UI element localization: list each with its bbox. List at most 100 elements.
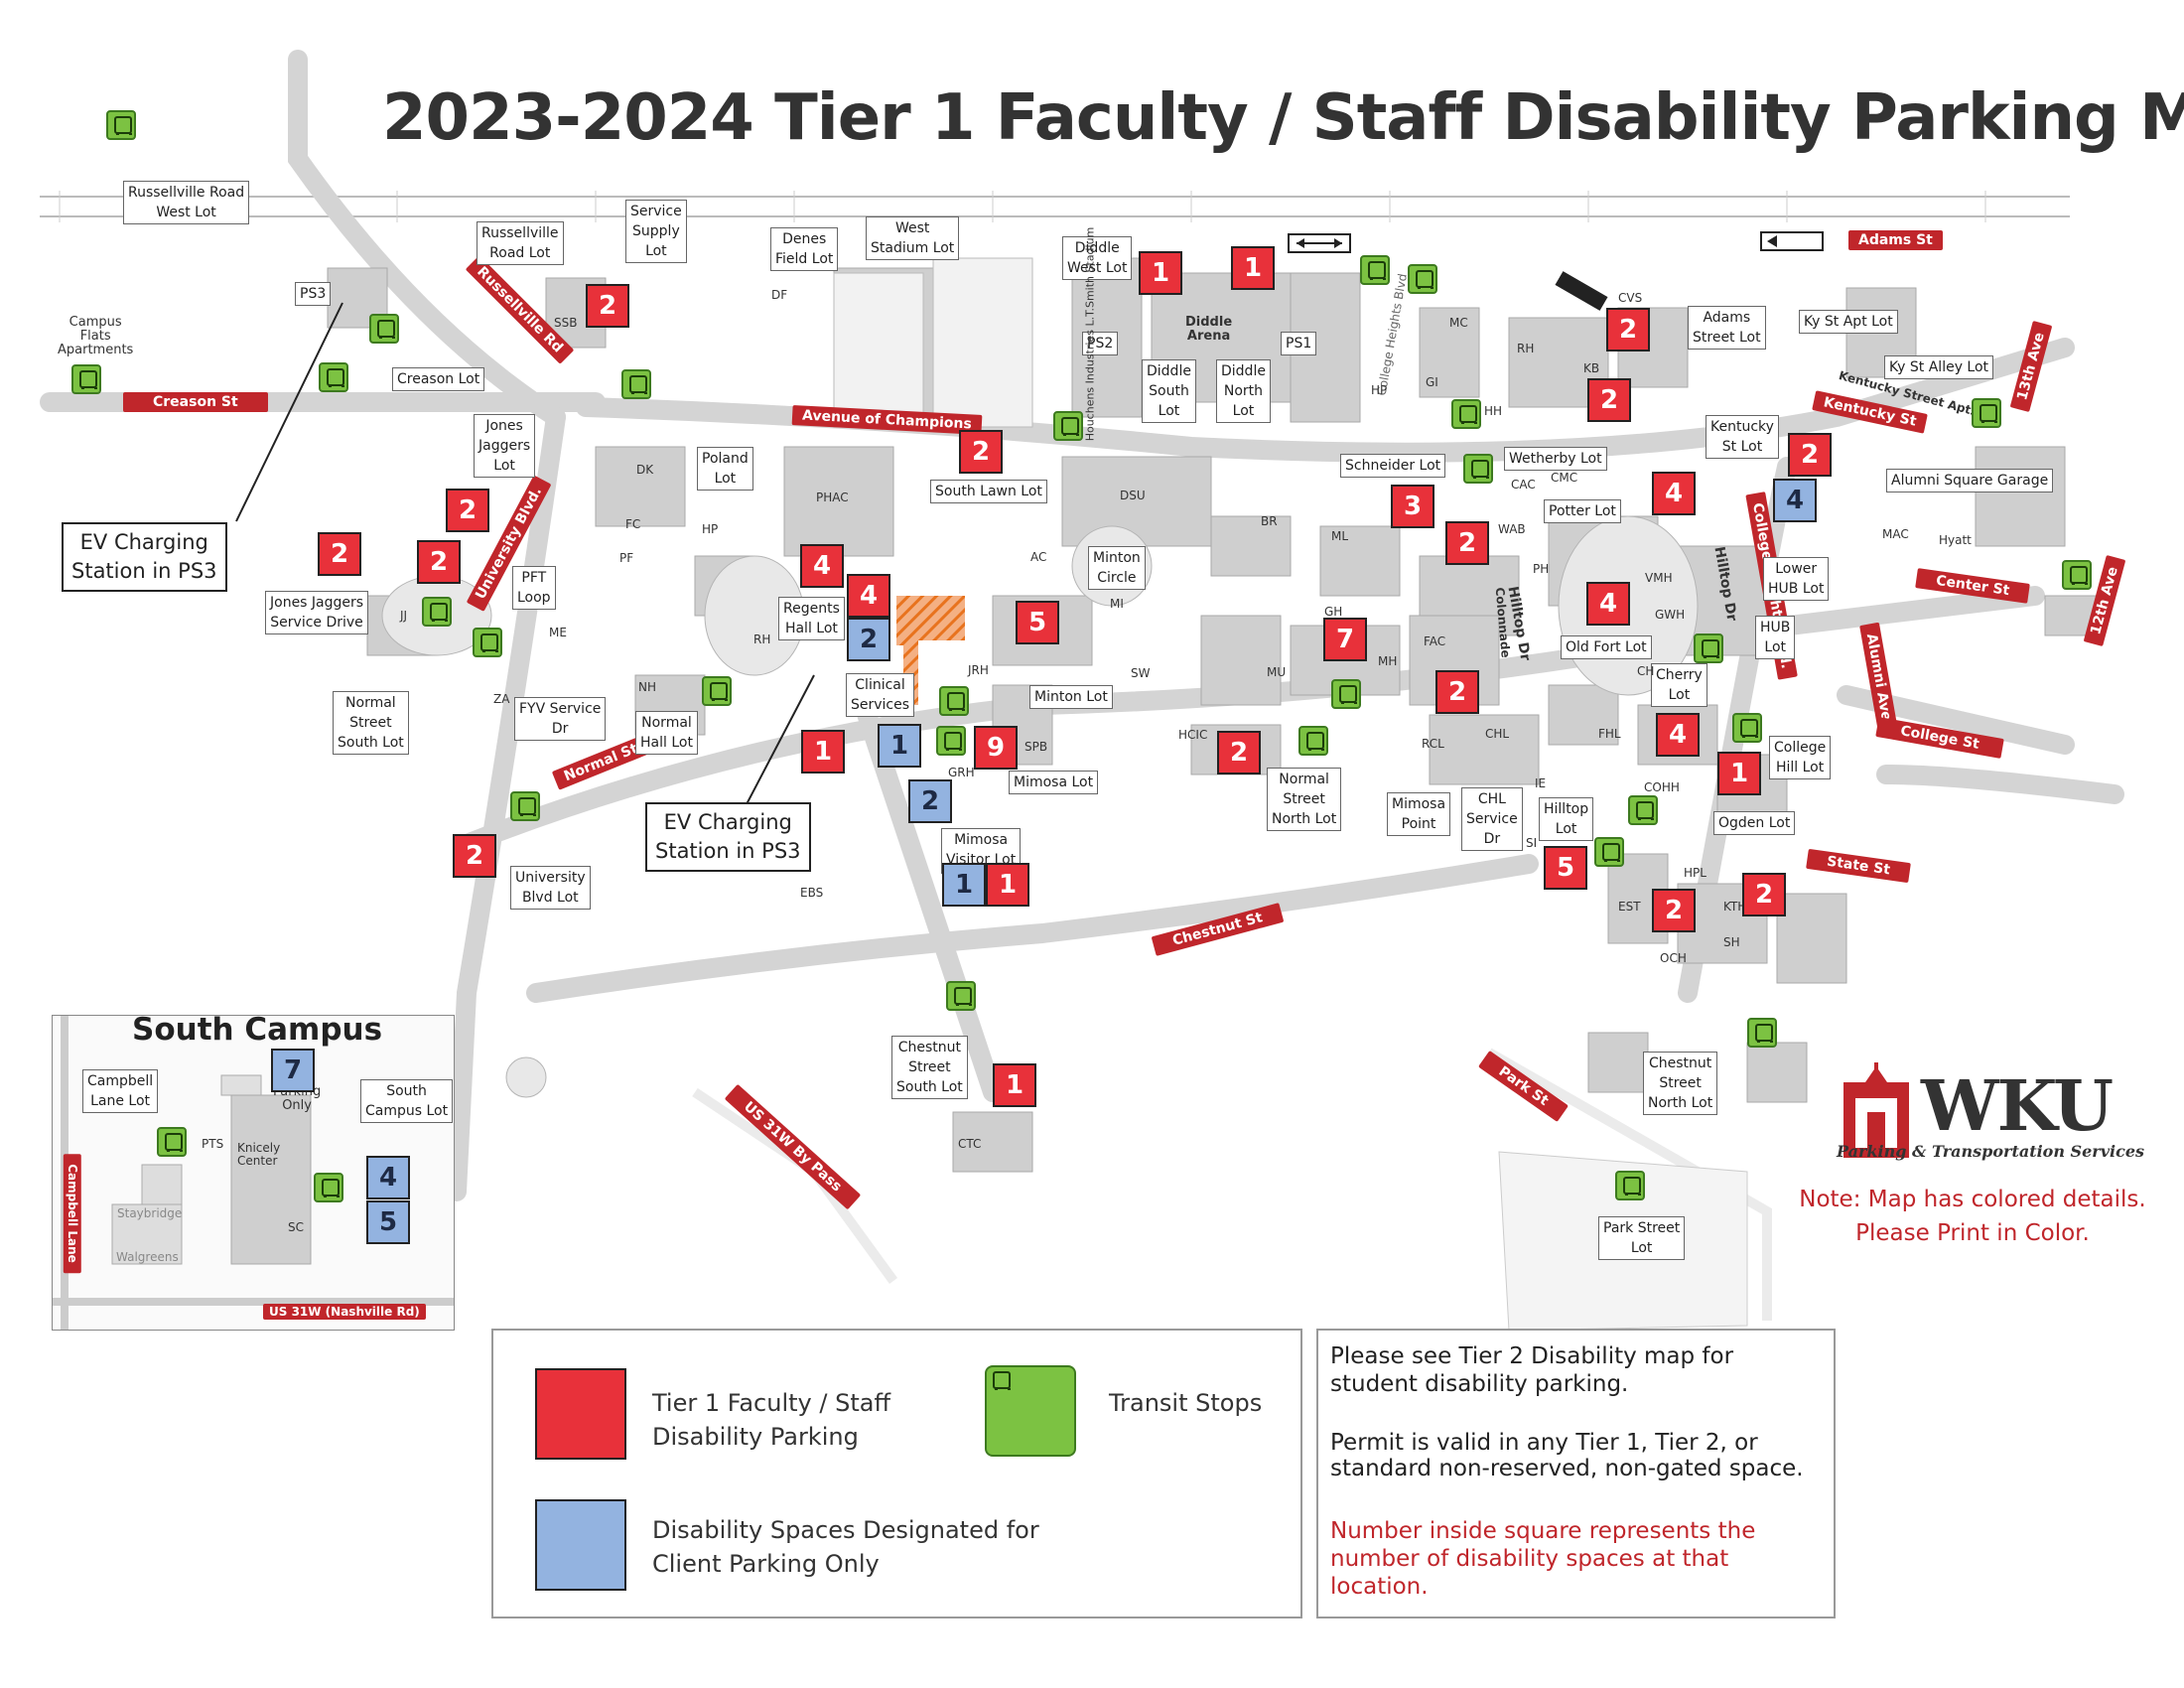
transit-stop-icon[interactable]: [71, 364, 101, 394]
transit-stop-icon[interactable]: [1747, 1018, 1777, 1048]
client-marker[interactable]: 4: [1773, 479, 1817, 522]
tier1-marker[interactable]: 1: [993, 1063, 1036, 1107]
tier1-marker[interactable]: 4: [1586, 582, 1630, 626]
tier1-marker[interactable]: 2: [446, 489, 489, 532]
transit-stop-icon[interactable]: [510, 791, 540, 821]
lot-label: Ky St Alley Lot: [1884, 355, 1994, 379]
building-code: GI: [1426, 375, 1438, 389]
tier1-marker[interactable]: 4: [800, 544, 844, 588]
lot-label: Potter Lot: [1544, 499, 1621, 523]
transit-stop-icon[interactable]: [314, 1173, 343, 1202]
tier1-marker[interactable]: 2: [586, 284, 629, 328]
tier1-marker[interactable]: 2: [1435, 670, 1479, 714]
building-code: ZA: [493, 692, 510, 706]
building-code: CMC: [1551, 471, 1578, 485]
transit-stop-icon[interactable]: [473, 628, 502, 657]
tier1-marker[interactable]: 2: [453, 834, 496, 878]
transit-stop-icon[interactable]: [946, 981, 976, 1011]
lot-label: Lower HUB Lot: [1763, 557, 1830, 601]
tier1-marker[interactable]: 1: [1139, 251, 1182, 295]
lot-label: Diddle North Lot: [1216, 359, 1271, 423]
tier1-marker[interactable]: 4: [847, 574, 890, 618]
transit-stop-icon[interactable]: [2062, 560, 2092, 590]
transit-stop-icon[interactable]: [369, 314, 399, 344]
transit-stop-icon[interactable]: [1463, 454, 1493, 484]
tier1-marker[interactable]: 3: [1391, 485, 1434, 528]
tier1-marker[interactable]: 2: [318, 532, 361, 576]
ev-charging-callout: EV Charging Station in PS3: [645, 802, 811, 872]
place-label: Knicely Center: [237, 1141, 281, 1168]
transit-stop-icon[interactable]: [319, 362, 348, 392]
lot-label: PS2: [1082, 332, 1119, 355]
transit-stop-icon[interactable]: [939, 686, 969, 716]
transit-stop-icon[interactable]: [1451, 399, 1481, 429]
building-code: HH: [1484, 404, 1503, 418]
transit-stop-icon[interactable]: [1694, 633, 1723, 663]
building-code: KTH: [1723, 900, 1747, 914]
client-marker[interactable]: 2: [908, 779, 952, 823]
transit-stop-icon[interactable]: [1053, 411, 1083, 441]
lot-label: Minton Lot: [1029, 685, 1113, 709]
tier1-marker[interactable]: 2: [1788, 433, 1832, 477]
transit-stop-icon[interactable]: [1732, 713, 1762, 743]
tier1-marker[interactable]: 2: [1742, 873, 1786, 916]
transit-stop-icon[interactable]: [157, 1127, 187, 1157]
lot-label: PS1: [1281, 332, 1317, 355]
lot-label: Minton Circle: [1088, 546, 1146, 590]
client-marker[interactable]: 5: [366, 1200, 410, 1244]
transit-stop-icon[interactable]: [936, 726, 966, 756]
client-marker[interactable]: 1: [878, 724, 921, 768]
lot-label: Cherry Lot: [1651, 663, 1707, 707]
south-campus-inset: South Campus Campbell Lane Lot South Cam…: [52, 1015, 455, 1331]
lot-label: Alumni Square Garage: [1886, 469, 2054, 492]
tier1-marker[interactable]: 2: [959, 430, 1003, 474]
wku-cupola-icon: [1843, 1062, 1909, 1158]
transit-stop-icon[interactable]: [1628, 795, 1658, 825]
south-campus-map: [53, 1016, 454, 1330]
transit-stop-icon[interactable]: [422, 597, 452, 627]
tier1-marker[interactable]: 5: [1544, 846, 1587, 890]
transit-stop-icon[interactable]: [621, 369, 651, 399]
transit-stop-icon[interactable]: [702, 676, 732, 706]
transit-stop-icon[interactable]: [106, 110, 136, 140]
tier1-marker[interactable]: 2: [417, 540, 461, 584]
transit-stop-icon[interactable]: [1408, 264, 1437, 294]
building-code: EBS: [800, 886, 824, 900]
lot-label: Mimosa Point: [1387, 792, 1451, 836]
lot-label: Jones Jaggers Lot: [474, 414, 536, 478]
tier1-marker[interactable]: 4: [1652, 472, 1696, 515]
building-code: SI: [1526, 836, 1538, 850]
client-marker[interactable]: 2: [847, 618, 890, 661]
tier1-marker[interactable]: 7: [1323, 618, 1367, 661]
tier1-marker[interactable]: 9: [974, 726, 1018, 770]
tier1-marker[interactable]: 2: [1652, 889, 1696, 932]
building-code: COHH: [1644, 780, 1680, 794]
tier1-marker[interactable]: 4: [1656, 713, 1700, 757]
tier1-marker[interactable]: 1: [986, 863, 1029, 907]
transit-stop-icon[interactable]: [1298, 726, 1328, 756]
lot-label: Hilltop Lot: [1539, 797, 1594, 841]
transit-stop-icon[interactable]: [1360, 255, 1390, 285]
transit-stop-icon[interactable]: [1615, 1171, 1645, 1200]
tier1-marker[interactable]: 1: [801, 730, 845, 774]
tier1-marker[interactable]: 2: [1217, 731, 1261, 774]
transit-stop-icon[interactable]: [1331, 679, 1361, 709]
client-marker[interactable]: 7: [271, 1049, 315, 1092]
lot-label: Diddle West Lot: [1062, 236, 1133, 280]
building-code: MC: [1449, 316, 1468, 330]
client-marker[interactable]: 1: [942, 863, 986, 907]
client-marker[interactable]: 4: [366, 1156, 410, 1199]
notes-box: Please see Tier 2 Disability map for stu…: [1316, 1329, 1836, 1618]
building-code: IE: [1535, 776, 1547, 790]
tier1-marker[interactable]: 2: [1445, 521, 1489, 565]
transit-stop-icon[interactable]: [1972, 398, 2001, 428]
tier1-marker[interactable]: 5: [1016, 601, 1059, 644]
building-code: MH: [1378, 654, 1398, 668]
tier1-marker[interactable]: 1: [1717, 752, 1761, 795]
transit-stop-icon[interactable]: [1594, 837, 1624, 867]
tier1-marker[interactable]: 1: [1231, 246, 1275, 290]
tier1-marker[interactable]: 2: [1587, 378, 1631, 422]
lot-label: Service Supply Lot: [625, 200, 687, 263]
building-code: GWH: [1655, 608, 1686, 622]
tier1-marker[interactable]: 2: [1606, 308, 1650, 352]
